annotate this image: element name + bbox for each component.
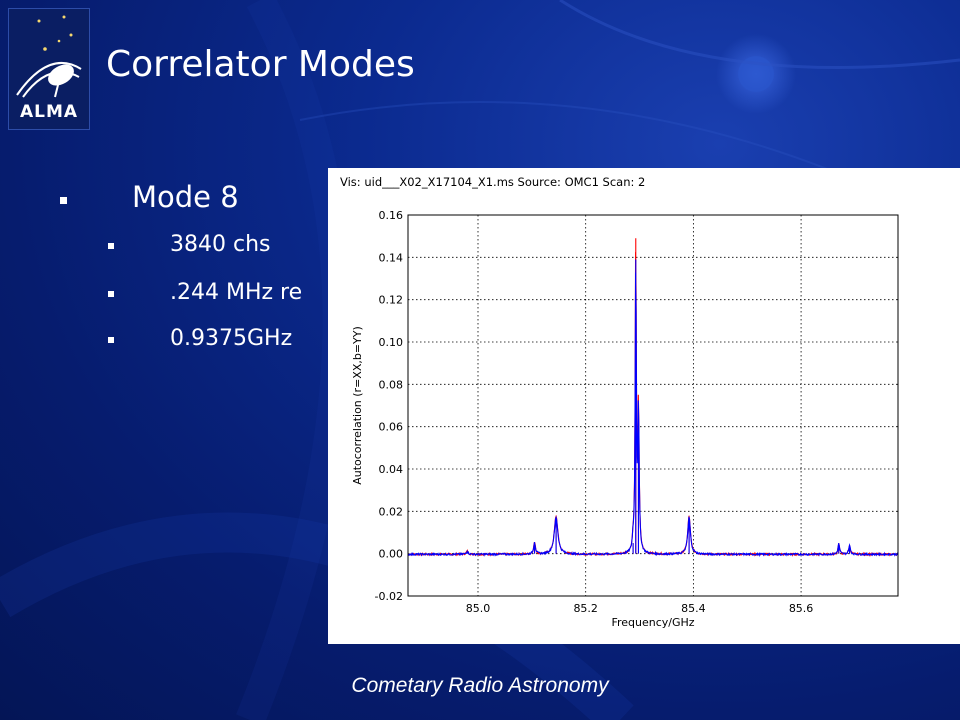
y-tick-label: 0.02 xyxy=(379,505,404,518)
x-tick-label: 85.6 xyxy=(789,602,814,615)
logo-wordmark: ALMA xyxy=(19,102,79,122)
bullet-level2: 0.9375GHz xyxy=(170,326,293,351)
slide-title: Correlator Modes xyxy=(106,44,415,85)
x-axis-label: Frequency/GHz xyxy=(611,616,694,629)
y-tick-label: 0.14 xyxy=(379,251,404,264)
y-tick-label: 0.08 xyxy=(379,378,404,391)
y-tick-label: 0.04 xyxy=(379,463,404,476)
y-axis-label: Autocorrelation (r=XX,b=YY) xyxy=(351,326,364,485)
alma-logo: ALMA xyxy=(8,8,90,130)
y-tick-label: 0.00 xyxy=(379,548,404,561)
bullet-level2: 3840 chs xyxy=(170,232,271,257)
spectrum-chart: Vis: uid___X02_X17104_X1.ms Source: OMC1… xyxy=(340,175,899,629)
bullet-level1: Mode 8 xyxy=(132,180,239,214)
x-tick-label: 85.2 xyxy=(573,602,598,615)
y-tick-label: 0.12 xyxy=(379,294,404,307)
slide-footer: Cometary Radio Astronomy xyxy=(351,674,609,697)
bullet-marker-icon xyxy=(108,243,114,249)
telescope-stars-icon xyxy=(16,15,82,98)
plot-frame xyxy=(407,214,899,597)
bullet-level2: .244 MHz re xyxy=(170,280,303,305)
bullet-marker-icon xyxy=(108,337,114,343)
series-xx-line xyxy=(407,238,899,557)
chart-title: Vis: uid___X02_X17104_X1.ms Source: OMC1… xyxy=(340,175,645,189)
y-tick-label: 0.16 xyxy=(379,209,404,222)
y-tick-label: 0.06 xyxy=(379,421,404,434)
y-tick-label: 0.10 xyxy=(379,336,404,349)
x-tick-label: 85.0 xyxy=(466,602,491,615)
y-tick-label: -0.02 xyxy=(375,590,403,603)
bullet-marker-icon xyxy=(108,291,114,297)
spectrum-chart-panel: Vis: uid___X02_X17104_X1.ms Source: OMC1… xyxy=(328,168,960,644)
series-yy-line xyxy=(407,259,899,558)
x-tick-label: 85.4 xyxy=(681,602,706,615)
bullet-marker-icon xyxy=(60,197,67,204)
